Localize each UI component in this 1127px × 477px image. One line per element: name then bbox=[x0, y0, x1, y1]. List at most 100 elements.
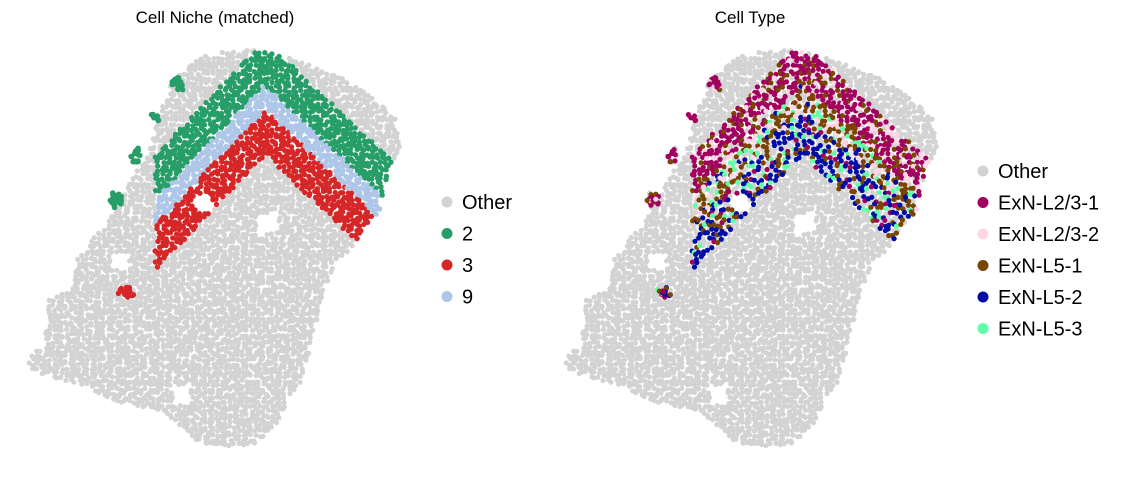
scatter-point bbox=[189, 231, 195, 237]
scatter-point bbox=[348, 213, 354, 219]
scatter-point bbox=[192, 339, 198, 346]
scatter-point bbox=[391, 155, 397, 161]
scatter-point bbox=[106, 253, 112, 259]
scatter-point bbox=[223, 366, 229, 372]
scatter-point bbox=[310, 243, 316, 249]
scatter-point bbox=[79, 253, 85, 259]
scatter-point bbox=[184, 357, 190, 363]
scatter-point bbox=[83, 352, 89, 358]
scatter-point bbox=[140, 210, 146, 216]
scatter-point bbox=[196, 146, 202, 152]
scatter-point bbox=[248, 118, 254, 124]
scatter-point bbox=[202, 93, 208, 99]
scatter-point bbox=[205, 285, 211, 291]
scatter-point bbox=[180, 272, 186, 278]
scatter-point bbox=[222, 416, 228, 422]
scatter-point bbox=[206, 85, 212, 91]
scatter-point bbox=[91, 235, 97, 241]
scatter-point bbox=[214, 251, 220, 257]
scatter-point bbox=[327, 210, 333, 217]
scatter-point bbox=[239, 62, 245, 68]
scatter-point bbox=[117, 239, 123, 245]
scatter-point bbox=[230, 222, 236, 228]
scatter-point bbox=[50, 315, 56, 322]
scatter-point bbox=[193, 399, 199, 405]
scatter-point bbox=[251, 298, 257, 304]
scatter-point bbox=[218, 209, 224, 215]
scatter-point bbox=[209, 259, 215, 266]
scatter-point bbox=[84, 251, 90, 257]
scatter-point bbox=[210, 283, 217, 289]
scatter-point bbox=[146, 158, 152, 164]
scatter-point bbox=[273, 420, 280, 426]
scatter-point bbox=[164, 209, 171, 215]
scatter-point bbox=[247, 431, 254, 438]
scatter-point bbox=[253, 432, 259, 438]
scatter-point bbox=[52, 356, 58, 362]
scatter-point bbox=[243, 318, 249, 324]
scatter-point bbox=[314, 303, 320, 309]
scatter-point bbox=[166, 364, 172, 370]
scatter-point bbox=[64, 366, 70, 372]
scatter-point bbox=[213, 104, 219, 110]
scatter-point bbox=[360, 133, 367, 139]
scatter-point bbox=[218, 330, 224, 337]
scatter-point bbox=[285, 75, 291, 82]
scatter-point bbox=[108, 344, 115, 350]
scatter-point bbox=[234, 92, 241, 98]
scatter-point bbox=[265, 76, 271, 82]
scatter-point bbox=[181, 260, 187, 266]
scatter-point bbox=[227, 386, 233, 392]
scatter-point bbox=[104, 310, 110, 316]
scatter-point bbox=[352, 125, 358, 131]
scatter-point bbox=[323, 201, 330, 208]
scatter-point bbox=[251, 440, 258, 446]
scatter-point bbox=[197, 264, 203, 270]
scatter-point bbox=[159, 235, 165, 241]
scatter-point bbox=[96, 285, 102, 291]
scatter-point bbox=[53, 339, 60, 345]
scatter-point bbox=[163, 251, 169, 257]
scatter-point bbox=[197, 88, 203, 94]
scatter-point bbox=[276, 218, 282, 224]
scatter-point bbox=[179, 201, 185, 207]
scatter-point bbox=[265, 414, 271, 420]
scatter-point bbox=[196, 436, 202, 442]
scatter-point bbox=[71, 365, 78, 371]
scatter-point bbox=[281, 164, 287, 170]
scatter-point bbox=[146, 293, 152, 299]
scatter-point bbox=[284, 333, 291, 339]
scatter-point bbox=[156, 337, 162, 343]
scatter-point bbox=[159, 369, 165, 375]
scatter-point bbox=[156, 295, 162, 301]
scatter-point bbox=[109, 267, 115, 274]
scatter-point bbox=[118, 339, 124, 345]
scatter-point bbox=[218, 347, 224, 353]
scatter-point bbox=[146, 283, 153, 289]
scatter-point bbox=[129, 192, 135, 199]
scatter-point bbox=[102, 365, 109, 371]
scatter-point bbox=[100, 251, 106, 257]
scatter-point bbox=[263, 377, 269, 383]
scatter-point bbox=[220, 194, 226, 200]
scatter-point bbox=[53, 369, 60, 375]
scatter-point bbox=[210, 432, 216, 438]
scatter-point bbox=[50, 352, 56, 358]
scatter-point bbox=[155, 406, 161, 412]
scatter-point bbox=[268, 328, 274, 334]
scatter-point bbox=[348, 151, 354, 157]
scatter-point bbox=[303, 227, 310, 233]
scatter-point bbox=[175, 77, 181, 84]
scatter-point bbox=[388, 139, 394, 145]
scatter-point bbox=[68, 306, 74, 313]
scatter-point bbox=[158, 183, 164, 190]
scatter-point bbox=[331, 79, 337, 85]
scatter-point bbox=[259, 293, 265, 299]
scatter-point bbox=[226, 357, 232, 363]
scatter-point bbox=[88, 322, 94, 328]
scatter-point bbox=[215, 373, 221, 379]
scatter-point bbox=[280, 197, 286, 203]
scatter-point bbox=[201, 86, 208, 92]
scatter-point bbox=[234, 66, 240, 72]
